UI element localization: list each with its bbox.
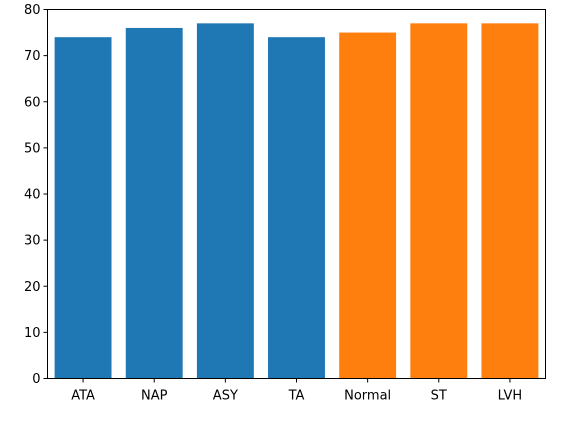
plot-frame bbox=[47, 9, 546, 379]
x-tick-label: Normal bbox=[344, 389, 391, 404]
x-axis: ATA NAP ASY TA Normal ST LVH bbox=[71, 378, 522, 404]
bar-asy bbox=[196, 23, 254, 379]
x-tick-label: LVH bbox=[498, 389, 522, 404]
y-tick-label: 60 bbox=[24, 95, 41, 110]
x-tick-label: ASY bbox=[213, 389, 238, 404]
bar-st bbox=[410, 23, 468, 379]
y-tick-label: 20 bbox=[24, 280, 41, 295]
bar-ata bbox=[54, 37, 112, 379]
y-tick-label: 50 bbox=[24, 141, 41, 156]
y-axis: 0 10 20 30 40 50 60 70 80 bbox=[24, 3, 48, 387]
x-tick-label: NAP bbox=[141, 389, 168, 404]
y-tick-label: 80 bbox=[24, 3, 41, 18]
bar-normal bbox=[339, 32, 397, 379]
y-tick-label: 10 bbox=[24, 326, 41, 341]
x-tick-label: ATA bbox=[71, 389, 95, 404]
x-tick-label: ST bbox=[431, 389, 447, 404]
bar-nap bbox=[125, 27, 183, 379]
bar-lvh bbox=[481, 23, 539, 379]
y-tick-label: 70 bbox=[24, 49, 41, 64]
y-tick-label: 0 bbox=[32, 372, 40, 387]
y-tick-label: 40 bbox=[24, 188, 41, 203]
y-tick-label: 30 bbox=[24, 234, 41, 249]
x-tick-label: TA bbox=[288, 389, 305, 404]
bars bbox=[54, 23, 539, 379]
bar-ta bbox=[268, 37, 325, 379]
